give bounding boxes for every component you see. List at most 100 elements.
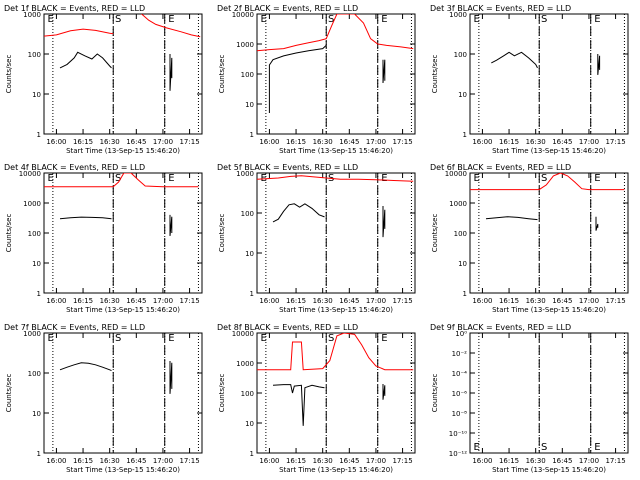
x-tick-label: 17:15 bbox=[392, 297, 412, 305]
y-tick-label: 10⁻¹² bbox=[449, 450, 467, 458]
y-tick-label: 1000 bbox=[236, 170, 254, 178]
x-tick-label: 17:15 bbox=[179, 297, 199, 305]
x-tick-label: 16:30 bbox=[526, 297, 546, 305]
x-tick-label: 16:15 bbox=[499, 457, 519, 465]
panel-title: Det 5f BLACK = Events, RED = LLD bbox=[217, 163, 358, 172]
x-axis-label: Start Time (13-Sep-15 15:46:20) bbox=[279, 306, 393, 314]
panel-det-5: Det 5f BLACK = Events, RED = LLD 1 10 100 10… bbox=[217, 163, 416, 314]
x-tick-label: 16:00 bbox=[259, 297, 279, 305]
marker-e: E bbox=[594, 14, 600, 25]
x-tick-label: 16:00 bbox=[46, 297, 66, 305]
lld-line bbox=[470, 173, 625, 191]
x-tick-label: 17:00 bbox=[579, 138, 599, 146]
y-tick-label: 10 bbox=[458, 260, 467, 268]
x-tick-label: 16:00 bbox=[472, 138, 492, 146]
x-tick-label: 16:30 bbox=[313, 138, 333, 146]
panel-title: Det 7f BLACK = Events, RED = LLD bbox=[4, 323, 145, 332]
x-tick-label: 16:45 bbox=[552, 297, 572, 305]
y-axis-label: Counts/sec bbox=[431, 214, 439, 253]
panel-title: Det 3f BLACK = Events, RED = LLD bbox=[430, 4, 571, 13]
x-tick-label: 16:00 bbox=[259, 138, 279, 146]
plot-frame bbox=[43, 13, 203, 135]
marker-e: E bbox=[381, 14, 387, 25]
x-tick-label: 17:15 bbox=[605, 457, 625, 465]
panel-det-7: Det 7f BLACK = Events, RED = LLD 1 10 100 10… bbox=[4, 323, 203, 474]
y-tick-label: 10⁻² bbox=[452, 350, 468, 358]
marker-e: E bbox=[474, 173, 480, 184]
x-tick-label: 16:30 bbox=[526, 457, 546, 465]
marker-e: E bbox=[474, 442, 480, 453]
y-tick-label: 1 bbox=[250, 450, 254, 458]
marker-e: E bbox=[48, 14, 54, 25]
lld-line bbox=[257, 14, 414, 52]
marker-e: E bbox=[168, 173, 174, 184]
y-tick-label: 1 bbox=[37, 450, 41, 458]
panel-title: Det 2f BLACK = Events, RED = LLD bbox=[217, 4, 358, 13]
x-tick-label: 16:30 bbox=[526, 138, 546, 146]
x-tick-label: 16:15 bbox=[499, 138, 519, 146]
marker-e: E bbox=[48, 173, 54, 184]
plot-frame bbox=[469, 13, 629, 135]
y-tick-label: 10⁻⁸ bbox=[452, 410, 468, 418]
panel-det-8: Det 8f BLACK = Events, RED = LLD 1 10 100 10… bbox=[217, 323, 416, 474]
y-axis-label: Counts/sec bbox=[5, 374, 13, 413]
x-tick-label: 17:15 bbox=[605, 138, 625, 146]
events-line bbox=[169, 214, 173, 236]
y-axis-label: Counts/sec bbox=[431, 55, 439, 94]
x-axis-label: Start Time (13-Sep-15 15:46:20) bbox=[279, 147, 393, 155]
y-tick-label: 1000 bbox=[449, 11, 467, 19]
y-axis-label: Counts/sec bbox=[218, 374, 226, 413]
marker-e: E bbox=[168, 14, 174, 25]
panel-det-3: Det 3f BLACK = Events, RED = LLD 1 10 100 10… bbox=[430, 4, 629, 155]
lld-line bbox=[141, 14, 201, 38]
x-tick-label: 17:00 bbox=[153, 457, 173, 465]
x-tick-label: 17:00 bbox=[366, 297, 386, 305]
marker-e: E bbox=[261, 14, 267, 25]
x-tick-label: 17:00 bbox=[153, 297, 173, 305]
y-tick-label: 100 bbox=[28, 370, 41, 378]
x-tick-label: 16:45 bbox=[339, 297, 359, 305]
y-axis-label: Counts/sec bbox=[218, 214, 226, 253]
x-tick-label: 16:45 bbox=[126, 297, 146, 305]
y-tick-label: 100 bbox=[454, 51, 467, 59]
x-tick-label: 17:00 bbox=[153, 138, 173, 146]
y-tick-label: 10 bbox=[458, 91, 467, 99]
x-tick-label: 16:15 bbox=[73, 138, 93, 146]
y-tick-label: 100 bbox=[241, 390, 254, 398]
panel-det-9: Det 9f BLACK = Events, RED = LLD 10⁻¹² 10⁻… bbox=[430, 323, 629, 474]
y-tick-label: 1 bbox=[37, 131, 41, 139]
y-tick-label: 10 bbox=[32, 260, 41, 268]
marker-s: S bbox=[328, 333, 334, 344]
panel-title: Det 1f BLACK = Events, RED = LLD bbox=[4, 4, 145, 13]
y-tick-label: 10⁻¹⁰ bbox=[449, 430, 467, 438]
marker-e: E bbox=[381, 173, 387, 184]
marker-s: S bbox=[541, 173, 547, 184]
y-tick-label: 1000 bbox=[23, 11, 41, 19]
plot-frame bbox=[43, 332, 203, 454]
y-tick-label: 1000 bbox=[236, 41, 254, 49]
y-tick-label: 10000 bbox=[232, 11, 254, 19]
x-axis-label: Start Time (13-Sep-15 15:46:20) bbox=[492, 466, 606, 474]
plot-frame bbox=[256, 332, 416, 454]
y-tick-label: 10000 bbox=[232, 330, 254, 338]
y-tick-label: 100 bbox=[28, 51, 41, 59]
x-tick-label: 16:30 bbox=[100, 297, 120, 305]
y-tick-label: 10 bbox=[245, 101, 254, 109]
y-tick-label: 100 bbox=[454, 230, 467, 238]
x-tick-label: 16:45 bbox=[339, 138, 359, 146]
x-tick-label: 17:15 bbox=[179, 138, 199, 146]
y-tick-label: 10⁰ bbox=[455, 330, 467, 338]
events-line bbox=[59, 216, 112, 220]
x-tick-label: 16:45 bbox=[339, 457, 359, 465]
panel-title: Det 9f BLACK = Events, RED = LLD bbox=[430, 323, 571, 332]
events-line bbox=[595, 216, 599, 231]
panel-title: Det 4f BLACK = Events, RED = LLD bbox=[4, 163, 145, 172]
events-line bbox=[491, 51, 538, 69]
y-tick-label: 1000 bbox=[236, 360, 254, 368]
y-axis-label: Counts/sec bbox=[5, 55, 13, 94]
x-axis-label: Start Time (13-Sep-15 15:46:20) bbox=[492, 306, 606, 314]
panel-title: Det 8f BLACK = Events, RED = LLD bbox=[217, 323, 358, 332]
lld-line bbox=[44, 173, 199, 188]
panel-det-6: Det 6f BLACK = Events, RED = LLD 1 10 100 10… bbox=[430, 163, 629, 314]
